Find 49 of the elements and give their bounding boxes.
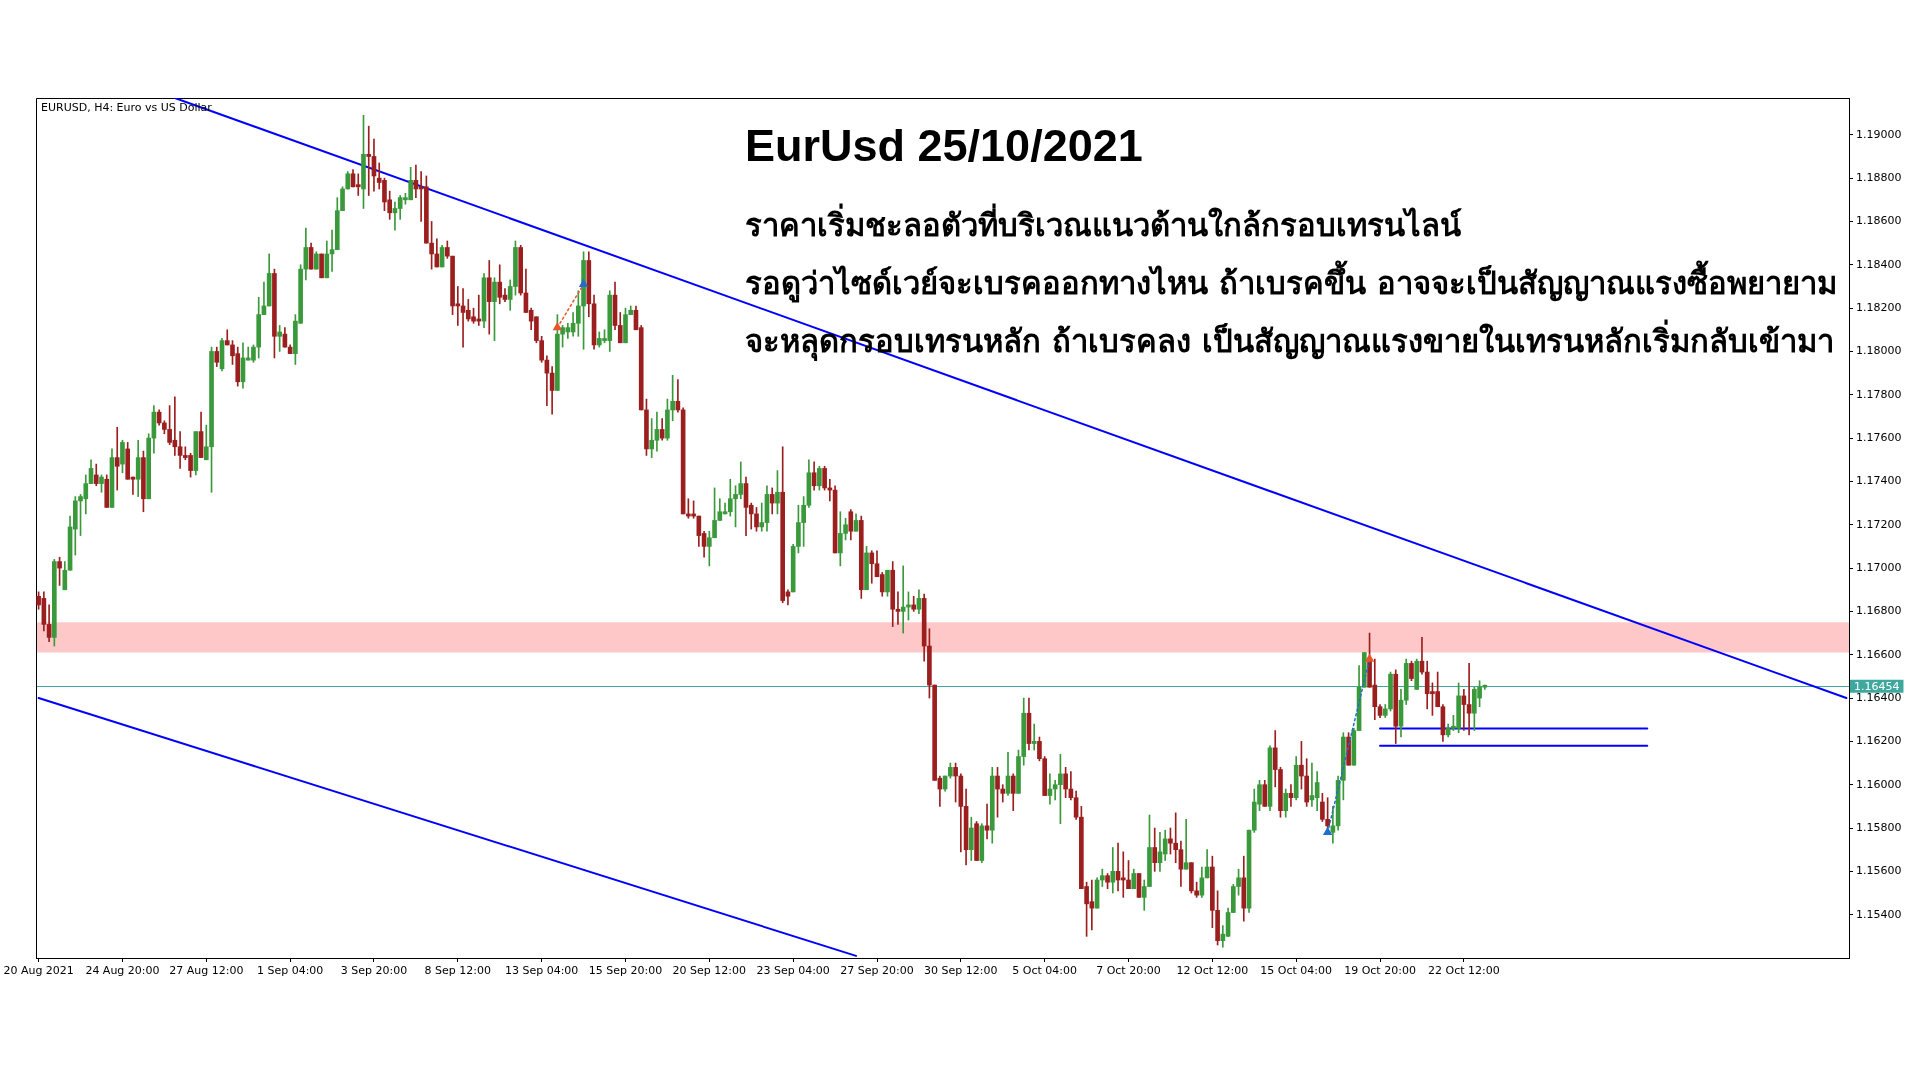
x-tick-label: 1 Sep 04:00 [256, 964, 324, 978]
candlestick [1183, 819, 1189, 870]
x-tick-label: 3 Sep 20:00 [340, 964, 408, 978]
x-tick-label: 22 Oct 12:00 [1428, 964, 1500, 978]
candlestick [1031, 723, 1037, 751]
candlestick [900, 565, 906, 634]
y-tick-label: 1.15600 [1856, 864, 1902, 878]
candlestick [649, 418, 655, 458]
x-tick-label: 12 Oct 12:00 [1176, 964, 1249, 978]
x-tick-label: 23 Sep 04:00 [756, 964, 830, 978]
y-tick-label: 1.18000 [1856, 344, 1902, 358]
y-tick-label: 1.16400 [1856, 690, 1902, 704]
y-tick-label: 1.17200 [1856, 517, 1902, 531]
annotation: รอดูว่าไซด์เวย์จะเบรคออกทางไหน ถ้าเบรคขึ้น อาจจะเป็นสัญญาณแรงซื้อพยายาม [745, 259, 1837, 305]
x-tick-label: 13 Sep 04:00 [504, 964, 579, 978]
x-tick-label: 19 Oct 20:00 [1344, 964, 1416, 978]
candlestick [366, 125, 372, 196]
x-tick-label: 30 Sep 12:00 [924, 964, 998, 978]
y-tick-label: 1.15800 [1856, 820, 1902, 834]
annotation: ราคาเริ่มชะลอตัวที่บริเวณแนวต้านใกล้กรอบเทรนไลน์ [745, 202, 1463, 245]
x-tick-label: 8 Sep 12:00 [424, 964, 492, 978]
y-tick-label: 1.15400 [1856, 907, 1902, 921]
y-tick-label: 1.17600 [1856, 430, 1902, 444]
x-tick-label: 15 Oct 04:00 [1260, 964, 1333, 978]
y-tick-label: 1.16200 [1856, 734, 1902, 748]
x-tick-label: 7 Oct 20:00 [1096, 964, 1161, 978]
x-tick-label: 27 Aug 12:00 [169, 964, 244, 978]
y-tick-label: 1.18600 [1856, 214, 1902, 228]
candlestick [114, 426, 120, 491]
y-tick-label: 1.18200 [1856, 300, 1902, 314]
x-tick-label: 15 Sep 20:00 [588, 964, 663, 978]
y-tick-label: 1.17000 [1856, 560, 1902, 574]
candlestick [355, 173, 361, 196]
y-tick-label: 1.17800 [1856, 387, 1902, 401]
x-tick-label: 24 Aug 20:00 [85, 964, 160, 978]
y-tick-label: 1.18800 [1856, 171, 1902, 185]
y-tick-label: 1.18400 [1856, 257, 1902, 271]
y-tick-label: 1.17400 [1856, 474, 1902, 488]
x-tick-label: 20 Sep 12:00 [672, 964, 747, 978]
x-tick-label: 20 Aug 2021 [3, 964, 74, 978]
ref-line-label: 1.16454 [1854, 679, 1900, 693]
text: EurUsd 25/10/2021 [745, 120, 1143, 172]
y-tick-label: 1.16800 [1856, 604, 1902, 618]
x-tick-label: 27 Sep 20:00 [840, 964, 914, 978]
y-tick-label: 1.16000 [1856, 777, 1902, 791]
x-tick-label: 5 Oct 04:00 [1012, 964, 1078, 978]
candlestick [1466, 663, 1472, 736]
y-tick-label: 1.19000 [1856, 127, 1902, 141]
y-tick-label: 1.16600 [1856, 647, 1902, 661]
